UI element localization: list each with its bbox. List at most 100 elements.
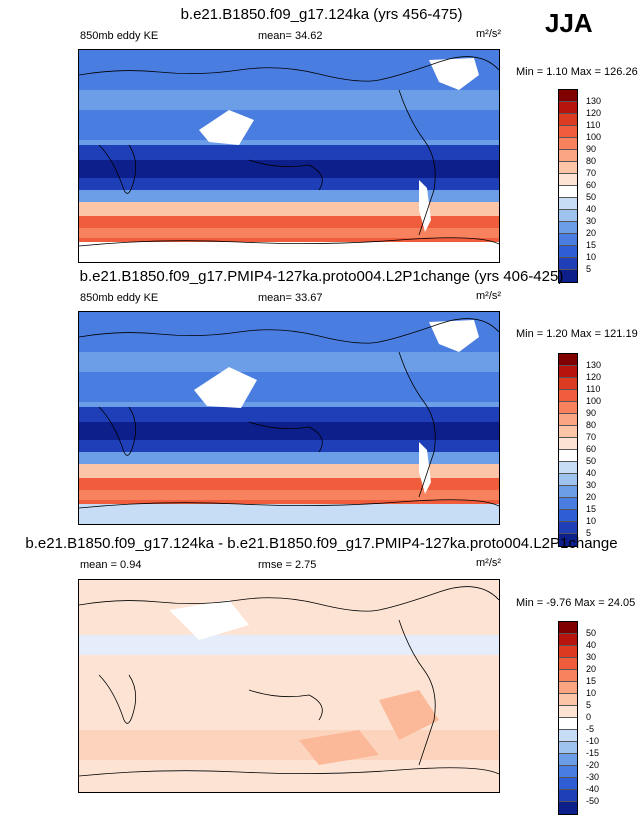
colorbar-tick-label: 100 <box>586 396 602 406</box>
colorbar-swatch <box>559 634 577 646</box>
colorbar-swatch <box>559 246 577 258</box>
colorbar-tick-label: 40 <box>586 640 597 650</box>
colorbar-swatch <box>559 658 577 670</box>
colorbar-swatch <box>559 162 577 174</box>
colorbar-swatch <box>559 102 577 114</box>
colorbar-tick-label: 70 <box>586 432 597 442</box>
colorbar-swatch <box>559 378 577 390</box>
panel-3-left-label: mean = 0.94 <box>80 559 142 571</box>
panel-3-title: b.e21.B1850.f09_g17.124ka - b.e21.B1850.… <box>25 535 618 552</box>
colorbar-tick-label: -30 <box>586 772 600 782</box>
colorbar-tick-label: 120 <box>586 372 602 382</box>
colorbar-swatch <box>559 450 577 462</box>
panel-2-title: b.e21.B1850.f09_g17.PMIP4-127ka.proto004… <box>79 268 564 285</box>
colorbar-tick-label: 40 <box>586 204 597 214</box>
colorbar-swatch <box>559 682 577 694</box>
colorbar-tick-label: 30 <box>586 480 597 490</box>
panel-1-minmax: Min = 1.10 Max = 126.26 <box>516 66 638 78</box>
colorbar-tick-label: -5 <box>586 724 595 734</box>
colorbar-tick-label: 15 <box>586 504 597 514</box>
panel-2-units: m²/s² <box>476 290 502 302</box>
colorbar-swatch <box>559 414 577 426</box>
colorbar-tick-label: 40 <box>586 468 597 478</box>
colorbar-tick-label: 0 <box>586 712 592 722</box>
panel-3-colorbar <box>558 621 578 815</box>
colorbar-tick-label: 90 <box>586 408 597 418</box>
colorbar-swatch <box>559 114 577 126</box>
colorbar-swatch <box>559 402 577 414</box>
colorbar-swatch <box>559 174 577 186</box>
colorbar-swatch <box>559 802 577 814</box>
colorbar-swatch <box>559 486 577 498</box>
colorbar-tick-label: 110 <box>586 384 601 394</box>
colorbar-tick-label: -40 <box>586 784 600 794</box>
colorbar-swatch <box>559 390 577 402</box>
colorbar-swatch <box>559 718 577 730</box>
colorbar-swatch <box>559 138 577 150</box>
colorbar-tick-label: 120 <box>586 108 602 118</box>
colorbar-swatch <box>559 234 577 246</box>
colorbar-tick-label: 60 <box>586 444 597 454</box>
colorbar-swatch <box>559 270 577 282</box>
colorbar-tick-label: 90 <box>586 144 597 154</box>
colorbar-swatch <box>559 754 577 766</box>
colorbar-swatch <box>559 258 577 270</box>
colorbar-tick-label: 15 <box>586 676 597 686</box>
colorbar-swatch <box>559 622 577 634</box>
colorbar-swatch <box>559 742 577 754</box>
colorbar-swatch <box>559 426 577 438</box>
season-label: JJA <box>545 8 593 38</box>
panel-3-units: m²/s² <box>476 557 502 569</box>
panel-1-center-label: mean= 34.62 <box>258 30 323 42</box>
colorbar-tick-label: 20 <box>586 664 597 674</box>
colorbar-tick-label: 15 <box>586 240 597 250</box>
colorbar-swatch <box>559 706 577 718</box>
colorbar-tick-label: 30 <box>586 216 597 226</box>
colorbar-swatch <box>559 522 577 534</box>
colorbar-swatch <box>559 778 577 790</box>
colorbar-swatch <box>559 198 577 210</box>
colorbar-swatch <box>559 438 577 450</box>
panel-2-minmax: Min = 1.20 Max = 121.19 <box>516 328 638 340</box>
colorbar-swatch <box>559 210 577 222</box>
colorbar-swatch <box>559 90 577 102</box>
colorbar-tick-label: 50 <box>586 628 597 638</box>
colorbar-swatch <box>559 646 577 658</box>
colorbar-tick-label: 5 <box>586 700 592 710</box>
colorbar-swatch <box>559 498 577 510</box>
colorbar-tick-label: 5 <box>586 528 592 538</box>
colorbar-tick-label: 70 <box>586 168 597 178</box>
colorbar-tick-label: 20 <box>586 492 597 502</box>
panel-3-map <box>78 579 500 793</box>
colorbar-swatch <box>559 766 577 778</box>
colorbar-swatch <box>559 510 577 522</box>
colorbar-tick-label: 60 <box>586 180 597 190</box>
colorbar-swatch <box>559 694 577 706</box>
panel-3-minmax: Min = -9.76 Max = 24.05 <box>516 597 636 609</box>
colorbar-swatch <box>559 474 577 486</box>
colorbar-tick-label: 130 <box>586 96 602 106</box>
colorbar-swatch <box>559 790 577 802</box>
colorbar-swatch <box>559 730 577 742</box>
colorbar-tick-label: 10 <box>586 252 597 262</box>
colorbar-tick-label: -20 <box>586 760 600 770</box>
panel-3-center-label: rmse = 2.75 <box>258 559 317 571</box>
panel-1-colorbar <box>558 89 578 283</box>
colorbar-tick-label: 100 <box>586 132 602 142</box>
panel-2-left-label: 850mb eddy KE <box>80 292 159 304</box>
colorbar-tick-label: 50 <box>586 192 597 202</box>
panel-2-colorbar <box>558 353 578 547</box>
panel-2-map <box>78 311 500 525</box>
colorbar-tick-label: 130 <box>586 360 602 370</box>
colorbar-swatch <box>559 534 577 546</box>
colorbar-tick-label: 10 <box>586 516 597 526</box>
colorbar-swatch <box>559 126 577 138</box>
panel-1-title: b.e21.B1850.f09_g17.124ka (yrs 456-475) <box>180 6 463 23</box>
colorbar-tick-label: 10 <box>586 688 597 698</box>
colorbar-swatch <box>559 366 577 378</box>
colorbar-tick-label: 20 <box>586 228 597 238</box>
panel-2-center-label: mean= 33.67 <box>258 292 323 304</box>
colorbar-tick-label: -10 <box>586 736 600 746</box>
colorbar-swatch <box>559 670 577 682</box>
panel-1-units: m²/s² <box>476 28 502 40</box>
